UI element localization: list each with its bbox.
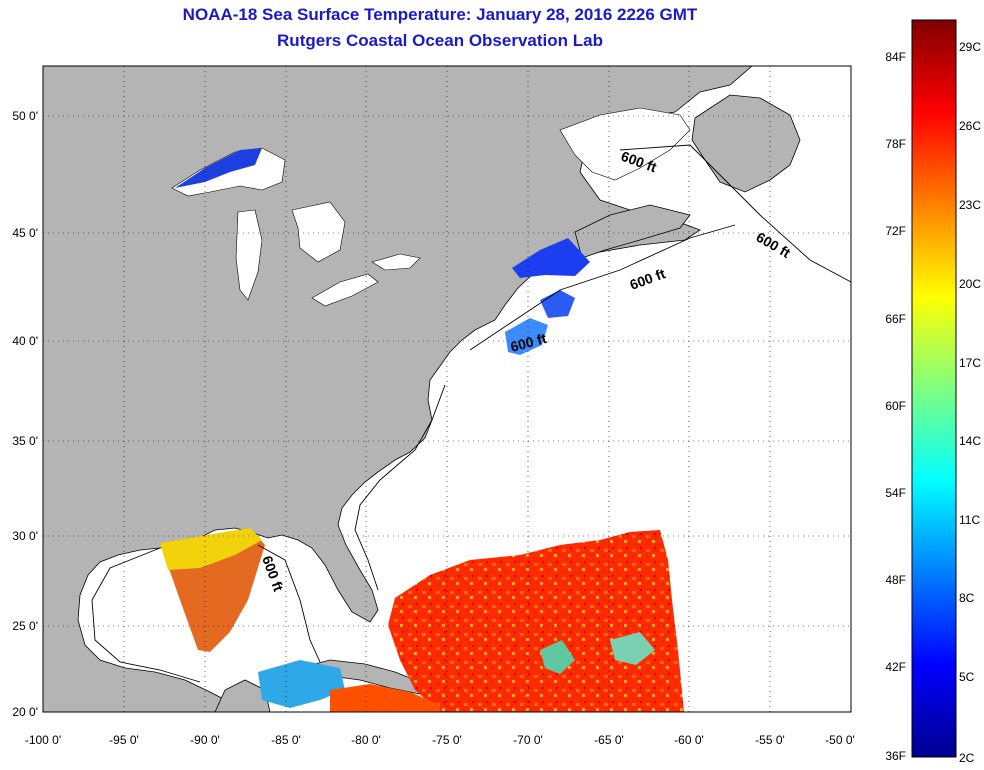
sst-bahamas-cool-2 [610, 632, 655, 665]
lon-tick-label: -100 0' [25, 733, 61, 747]
lon-tick-label: -65 0' [594, 733, 624, 747]
colorbar-c-label: 8C [959, 591, 975, 605]
colorbar-f-label: 72F [885, 224, 906, 238]
colorbar-f-label: 84F [885, 50, 906, 64]
colorbar-fahrenheit-labels: 84F 78F 72F 66F 60F 54F 48F 42F 36F [885, 50, 906, 763]
sst-caribbean-cool [258, 660, 345, 708]
sst-gulf-of-maine [512, 238, 590, 278]
colorbar-c-label: 26C [959, 119, 981, 133]
land-yucatan [214, 679, 271, 712]
colorbar-f-label: 54F [885, 486, 906, 500]
sst-bahamas-cool [540, 640, 575, 674]
colorbar-f-label: 60F [885, 399, 906, 413]
lat-tick-label: 25 0' [12, 619, 38, 633]
lon-axis: -100 0' -95 0' -90 0' -85 0' -80 0' -75 … [25, 733, 855, 747]
lake-erie [311, 273, 379, 307]
colorbar-c-label: 5C [959, 670, 975, 684]
lat-axis: 50 0' 45 0' 40 0' 35 0' 30 0' 25 0' 20 0… [12, 109, 38, 719]
colorbar-f-label: 36F [885, 749, 906, 763]
sst-atlantic-swath [388, 530, 684, 712]
lon-tick-label: -75 0' [432, 733, 462, 747]
sst-shelf-patch-2 [505, 318, 548, 355]
lon-tick-label: -55 0' [755, 733, 785, 747]
lat-tick-label: 20 0' [12, 705, 38, 719]
colorbar-f-label: 48F [885, 573, 906, 587]
lon-tick-label: -85 0' [271, 733, 301, 747]
sst-gulf-coast-band [160, 528, 262, 570]
lake-ontario [371, 253, 421, 271]
colorbar-c-label: 23C [959, 198, 981, 212]
lon-tick-label: -90 0' [190, 733, 220, 747]
lake-michigan [235, 209, 263, 301]
map-subtitle: Rutgers Coastal Ocean Observation Lab [277, 31, 603, 50]
map-title: NOAA-18 Sea Surface Temperature: January… [182, 5, 698, 24]
colorbar-c-label: 14C [959, 434, 981, 448]
lake-huron [291, 201, 346, 263]
lat-tick-label: 50 0' [12, 109, 38, 123]
colorbar-celsius-labels: 29C 26C 23C 20C 17C 14C 11C 8C 5C 2C [959, 40, 981, 765]
colorbar-f-label: 42F [885, 660, 906, 674]
gulf-st-lawrence [559, 107, 691, 181]
lat-tick-label: 35 0' [12, 434, 38, 448]
colorbar-c-label: 17C [959, 356, 981, 370]
colorbar-c-label: 11C [959, 513, 980, 527]
lat-tick-label: 40 0' [12, 334, 38, 348]
sst-caribbean-warm [330, 684, 440, 712]
land-nova-scotia [574, 204, 691, 259]
lon-tick-label: -50 0' [825, 733, 855, 747]
land-newfoundland [691, 94, 801, 193]
isobath-600ft [91, 144, 851, 683]
colorbar-c-label: 20C [959, 277, 981, 291]
colorbar-c-label: 29C [959, 40, 981, 54]
colorbar-f-label: 78F [885, 137, 906, 151]
lat-tick-label: 45 0' [12, 226, 38, 240]
lat-tick-label: 30 0' [12, 529, 38, 543]
lon-tick-label: -60 0' [674, 733, 704, 747]
lon-tick-label: -80 0' [351, 733, 381, 747]
sst-lake-superior [175, 148, 262, 188]
colorbar-c-label: 2C [959, 751, 975, 765]
plot-frame [42, 65, 852, 713]
temperature-colorbar [911, 19, 957, 758]
land-north-america [43, 66, 753, 712]
lon-tick-label: -95 0' [109, 733, 139, 747]
colorbar-f-label: 66F [885, 312, 906, 326]
lon-tick-label: -70 0' [513, 733, 543, 747]
